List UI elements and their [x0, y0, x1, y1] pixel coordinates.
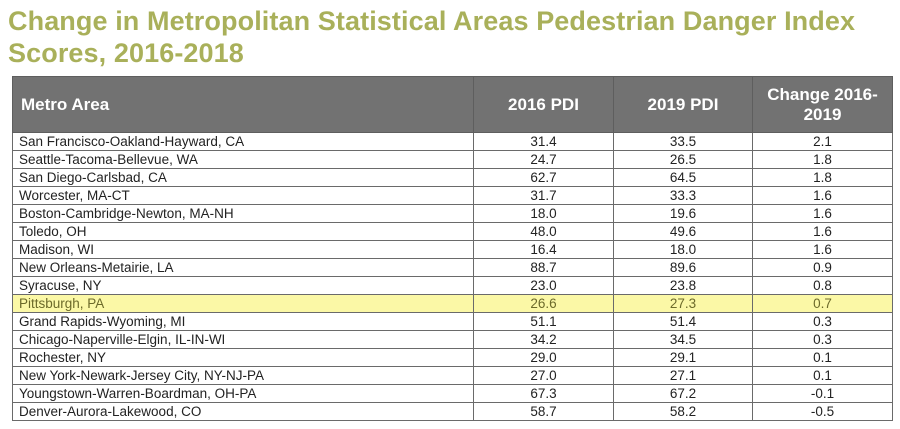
- cell-metro-area: Toledo, OH: [12, 222, 474, 241]
- cell-change: -0.5: [752, 402, 893, 421]
- cell-2019-pdi: 64.5: [613, 168, 753, 187]
- table-body: San Francisco-Oakland-Hayward, CA 31.4 33.…: [12, 132, 893, 421]
- cell-2019-pdi: 23.8: [613, 276, 753, 295]
- table-row: Youngstown-Warren-Boardman, OH-PA 67.3 67.…: [12, 384, 893, 403]
- cell-change: 1.8: [752, 168, 893, 187]
- cell-2016-pdi: 29.0: [473, 348, 614, 367]
- table-row: Seattle-Tacoma-Bellevue, WA 24.7 26.5 1.8: [12, 150, 893, 169]
- table-row: Grand Rapids-Wyoming, MI 51.1 51.4 0.3: [12, 312, 893, 331]
- cell-2019-pdi: 19.6: [613, 204, 753, 223]
- cell-2019-pdi: 26.5: [613, 150, 753, 169]
- header-row: Metro Area 2016 PDI 2019 PDI Change 2016…: [12, 76, 893, 133]
- cell-metro-area: Seattle-Tacoma-Bellevue, WA: [12, 150, 474, 169]
- cell-metro-area: New Orleans-Metairie, LA: [12, 258, 474, 277]
- table-row: New York-Newark-Jersey City, NY-NJ-PA 27.…: [12, 366, 893, 385]
- cell-change: 1.6: [752, 204, 893, 223]
- cell-metro-area: Madison, WI: [12, 240, 474, 259]
- column-header-2016-pdi: 2016 PDI: [473, 76, 614, 133]
- cell-change: 0.1: [752, 366, 893, 385]
- table-row: Madison, WI 16.4 18.0 1.6: [12, 240, 893, 259]
- cell-2016-pdi: 31.7: [473, 186, 614, 205]
- cell-metro-area: Grand Rapids-Wyoming, MI: [12, 312, 474, 331]
- table-row-highlighted: Pittsburgh, PA 26.6 27.3 0.7: [12, 294, 893, 313]
- table-row: San Francisco-Oakland-Hayward, CA 31.4 33.…: [12, 132, 893, 151]
- column-header-2019-pdi: 2019 PDI: [613, 76, 753, 133]
- cell-metro-area: Syracuse, NY: [12, 276, 474, 295]
- table-header: Metro Area 2016 PDI 2019 PDI Change 2016…: [12, 76, 893, 133]
- cell-2019-pdi: 27.3: [613, 294, 753, 313]
- column-header-metro-area: Metro Area: [12, 76, 474, 133]
- cell-change: 0.3: [752, 330, 893, 349]
- cell-change: 1.6: [752, 240, 893, 259]
- cell-2016-pdi: 48.0: [473, 222, 614, 241]
- cell-2019-pdi: 29.1: [613, 348, 753, 367]
- cell-2016-pdi: 27.0: [473, 366, 614, 385]
- table-row: Denver-Aurora-Lakewood, CO 58.7 58.2 -0.5: [12, 402, 893, 421]
- cell-change: 1.6: [752, 222, 893, 241]
- cell-metro-area: New York-Newark-Jersey City, NY-NJ-PA: [12, 366, 474, 385]
- table-row: Syracuse, NY 23.0 23.8 0.8: [12, 276, 893, 295]
- cell-metro-area: Rochester, NY: [12, 348, 474, 367]
- cell-2016-pdi: 88.7: [473, 258, 614, 277]
- cell-change: 1.8: [752, 150, 893, 169]
- cell-2019-pdi: 58.2: [613, 402, 753, 421]
- cell-2016-pdi: 67.3: [473, 384, 614, 403]
- table-row: Chicago-Naperville-Elgin, IL-IN-WI 34.2 34…: [12, 330, 893, 349]
- cell-2019-pdi: 51.4: [613, 312, 753, 331]
- table-row: Rochester, NY 29.0 29.1 0.1: [12, 348, 893, 367]
- cell-2016-pdi: 34.2: [473, 330, 614, 349]
- cell-2019-pdi: 33.3: [613, 186, 753, 205]
- cell-change: 0.7: [752, 294, 893, 313]
- cell-2019-pdi: 18.0: [613, 240, 753, 259]
- cell-2019-pdi: 33.5: [613, 132, 753, 151]
- table-row: New Orleans-Metairie, LA 88.7 89.6 0.9: [12, 258, 893, 277]
- cell-change: 2.1: [752, 132, 893, 151]
- cell-2016-pdi: 31.4: [473, 132, 614, 151]
- table-row: Boston-Cambridge-Newton, MA-NH 18.0 19.6 1.…: [12, 204, 893, 223]
- cell-metro-area: Denver-Aurora-Lakewood, CO: [12, 402, 474, 421]
- cell-2019-pdi: 49.6: [613, 222, 753, 241]
- cell-change: -0.1: [752, 384, 893, 403]
- cell-2016-pdi: 24.7: [473, 150, 614, 169]
- cell-change: 0.3: [752, 312, 893, 331]
- cell-change: 0.1: [752, 348, 893, 367]
- table-row: Worcester, MA-CT 31.7 33.3 1.6: [12, 186, 893, 205]
- cell-2016-pdi: 18.0: [473, 204, 614, 223]
- cell-2016-pdi: 62.7: [473, 168, 614, 187]
- cell-2016-pdi: 51.1: [473, 312, 614, 331]
- cell-metro-area: Boston-Cambridge-Newton, MA-NH: [12, 204, 474, 223]
- page-title: Change in Metropolitan Statistical Areas…: [8, 6, 856, 68]
- cell-2016-pdi: 16.4: [473, 240, 614, 259]
- pdi-table: Metro Area 2016 PDI 2019 PDI Change 2016…: [12, 76, 893, 421]
- cell-2019-pdi: 89.6: [613, 258, 753, 277]
- column-header-change: Change 2016-2019: [752, 76, 893, 133]
- cell-2016-pdi: 58.7: [473, 402, 614, 421]
- cell-change: 1.6: [752, 186, 893, 205]
- cell-metro-area: San Diego-Carlsbad, CA: [12, 168, 474, 187]
- cell-2019-pdi: 67.2: [613, 384, 753, 403]
- cell-2016-pdi: 23.0: [473, 276, 614, 295]
- cell-2019-pdi: 34.5: [613, 330, 753, 349]
- cell-metro-area: Youngstown-Warren-Boardman, OH-PA: [12, 384, 474, 403]
- cell-metro-area: Worcester, MA-CT: [12, 186, 474, 205]
- cell-2016-pdi: 26.6: [473, 294, 614, 313]
- cell-2019-pdi: 27.1: [613, 366, 753, 385]
- cell-change: 0.9: [752, 258, 893, 277]
- cell-metro-area: San Francisco-Oakland-Hayward, CA: [12, 132, 474, 151]
- cell-metro-area: Chicago-Naperville-Elgin, IL-IN-WI: [12, 330, 474, 349]
- table-row: Toledo, OH 48.0 49.6 1.6: [12, 222, 893, 241]
- cell-change: 0.8: [752, 276, 893, 295]
- cell-metro-area: Pittsburgh, PA: [12, 294, 474, 313]
- table-row: San Diego-Carlsbad, CA 62.7 64.5 1.8: [12, 168, 893, 187]
